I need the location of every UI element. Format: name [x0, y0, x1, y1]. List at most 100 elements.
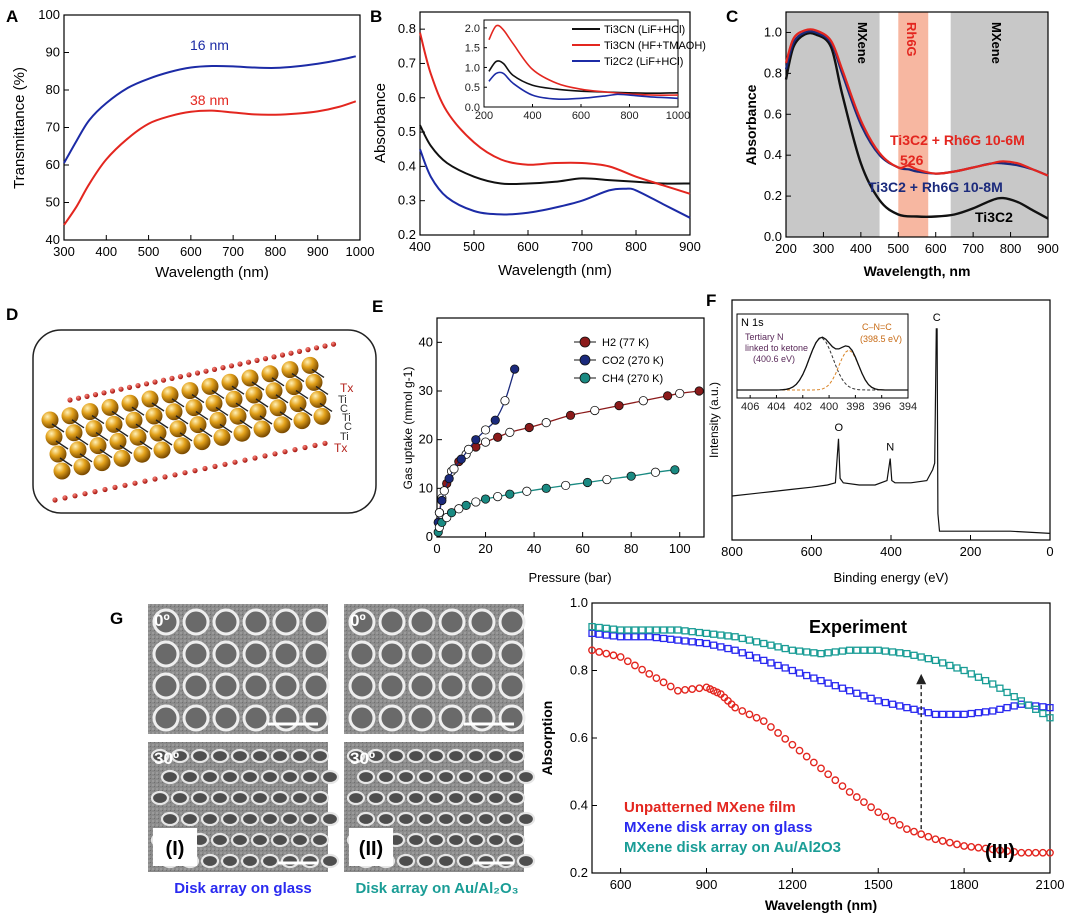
nanodisk-tilted — [270, 790, 290, 806]
series-legend-ti2c2: Ti2C2 (LiF+HCl) — [604, 56, 683, 68]
nanodisk-tilted — [416, 853, 436, 869]
terminal-atom — [302, 444, 308, 451]
nanodisk-tilted — [506, 832, 526, 848]
ti-atom — [105, 415, 123, 433]
y-tick-label: 0.4 — [570, 798, 588, 813]
survey-spectrum-line — [731, 328, 1051, 534]
c-bond — [59, 457, 73, 467]
data-point-au-al2o3 — [724, 632, 732, 640]
c-bond — [255, 398, 269, 408]
mxene-structure-illustration — [41, 341, 337, 503]
data-point-au-al2o3 — [738, 634, 746, 643]
data-point-glass — [838, 684, 847, 692]
data-point-glass — [996, 705, 1004, 713]
x-tick-label: 400 — [880, 544, 902, 559]
x-tick-label: 394 — [899, 401, 917, 413]
x-tick-label: 402 — [794, 401, 812, 413]
terminal-atom — [186, 372, 192, 378]
nanodisk-tilted — [230, 748, 250, 764]
data-point-au-al2o3 — [946, 661, 954, 670]
data-point-au-al2o3 — [824, 649, 832, 657]
band-label-mxene-right: MXene — [989, 22, 1004, 64]
legend-label-glass: MXene disk array on glass — [624, 819, 812, 836]
data-point-au-al2o3 — [781, 644, 789, 653]
data-point-au-al2o3 — [1003, 688, 1011, 697]
nanodisk — [272, 608, 300, 636]
nanodisk-tilted — [476, 769, 496, 785]
nanodisk-tilted — [160, 811, 180, 827]
x-tick-label: 600 — [610, 877, 632, 892]
nanodisk-tilted — [270, 748, 290, 764]
x-tick-label: 406 — [741, 401, 759, 413]
layer-label-ti-1: Ti — [338, 394, 347, 406]
panel-label-iii: (III) — [985, 841, 1015, 863]
x-axis-title: Wavelength (nm) — [765, 897, 877, 913]
x-tick-label: 400 — [95, 244, 117, 259]
terminal-atom — [262, 453, 268, 459]
nanodisk-tilted — [190, 790, 210, 806]
nanodisk — [498, 672, 526, 700]
data-point-unpatterned — [767, 723, 775, 731]
c-bond — [271, 377, 285, 387]
peak-label-c: C — [933, 312, 941, 324]
data-point-glass — [903, 703, 911, 712]
y-axis-title: Intensity (a.u.) — [707, 382, 721, 458]
nanodisk-tilted — [486, 832, 506, 848]
chart-a: 300 400 500 600 700 800 900 1000 40 50 60 70 80 90 100… — [11, 7, 374, 281]
x-tick-label: 500 — [887, 241, 909, 256]
series-line-rh6g-1e-6 — [784, 28, 1049, 177]
data-point-au-al2o3 — [881, 647, 890, 655]
data-point-unpatterned — [681, 686, 689, 694]
nanodisk-tilted — [250, 748, 270, 764]
data-point-co2-270k — [437, 495, 447, 506]
data-point-au-al2o3 — [953, 664, 961, 672]
c-bond — [239, 419, 253, 429]
nanodisk — [408, 672, 436, 700]
nanodisk-tilted — [240, 769, 260, 785]
nanodisk-tilted — [476, 811, 496, 827]
x-tick-label: 398 — [846, 401, 864, 413]
nanodisk — [242, 672, 270, 700]
y-tick-label: 0.0 — [764, 229, 782, 244]
nanodisk-tilted — [466, 832, 486, 848]
layer-label-c-1: C — [340, 403, 348, 415]
chart-title-experiment: Experiment — [809, 617, 907, 637]
nanodisk-tilted — [280, 811, 300, 827]
roman-label: (II) — [359, 838, 383, 860]
nanodisk-tilted — [436, 769, 456, 785]
data-point-au-al2o3 — [974, 673, 983, 681]
data-point-glass — [874, 697, 882, 705]
nanodisk — [468, 672, 496, 700]
nanodisk — [378, 672, 406, 700]
annotation-ti3c2: Ti3C2 — [975, 209, 1013, 225]
data-point-glass — [817, 676, 825, 685]
terminal-atom — [296, 348, 303, 354]
data-point-co2-270k — [439, 486, 449, 496]
series-legend-ti3cn-lif: Ti3CN (LiF+HCl) — [604, 24, 685, 36]
nanodisk — [302, 608, 330, 636]
data-point-h2-77k — [694, 386, 704, 396]
x-tick-label: 300 — [813, 241, 835, 256]
terminal-atom — [330, 341, 337, 347]
data-point-h2-77k — [493, 432, 503, 442]
ti-atom — [205, 394, 223, 412]
c-bond — [291, 373, 305, 383]
data-point-unpatterned — [817, 764, 825, 773]
data-point-ch4-270k — [582, 477, 593, 488]
x-tick-label: 800 — [620, 110, 638, 122]
inset-annotation-398-5: (398.5 eV) — [860, 334, 902, 344]
nanodisk-tilted — [270, 832, 290, 848]
data-point-h2-77k — [541, 418, 551, 428]
data-point-unpatterned — [824, 770, 833, 779]
nanodisk — [242, 704, 270, 732]
terminal-atom — [160, 377, 167, 383]
data-point-glass — [588, 629, 596, 638]
x-tick-label: 700 — [222, 244, 244, 259]
data-point-unpatterned — [910, 827, 918, 836]
data-point-glass — [638, 633, 646, 641]
y-tick-label: 0.4 — [764, 147, 782, 162]
data-point-co2-270k — [449, 464, 459, 474]
nanodisk — [272, 640, 300, 668]
y-tick-label: 0.5 — [465, 82, 480, 94]
x-tick-label: 700 — [571, 239, 593, 254]
